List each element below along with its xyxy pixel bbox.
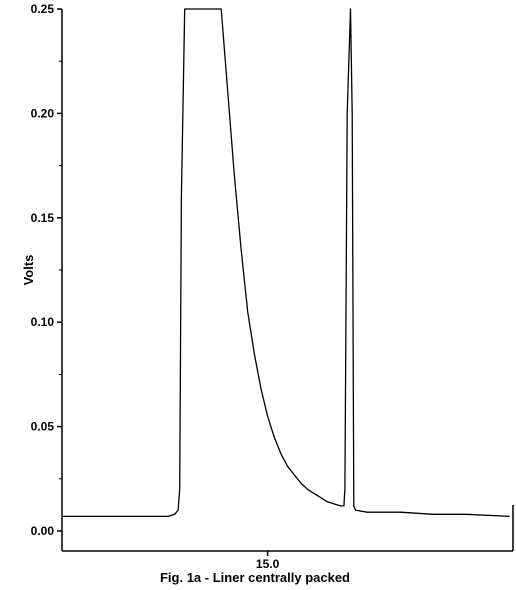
series-line-0 xyxy=(62,8,510,518)
x-tick-label-0: 15.0 xyxy=(256,557,280,571)
series-group xyxy=(62,8,510,518)
y-tick-label-5: 0.25 xyxy=(31,2,55,16)
y-axis-ticks: 0.00 0.05 0.10 0.15 0.20 0.25 xyxy=(31,2,62,538)
axes xyxy=(61,9,514,552)
y-tick-label-2: 0.10 xyxy=(31,315,55,329)
y-tick-label-3: 0.15 xyxy=(31,211,55,225)
y-tick-label-4: 0.20 xyxy=(31,106,55,120)
y-tick-label-0: 0.00 xyxy=(31,524,55,538)
y-tick-label-1: 0.05 xyxy=(31,420,55,434)
figure-caption: Fig. 1a - Liner centrally packed xyxy=(160,570,350,585)
x-axis-ticks: 15.0 xyxy=(256,551,280,571)
y-axis-title: Volts xyxy=(21,255,36,286)
